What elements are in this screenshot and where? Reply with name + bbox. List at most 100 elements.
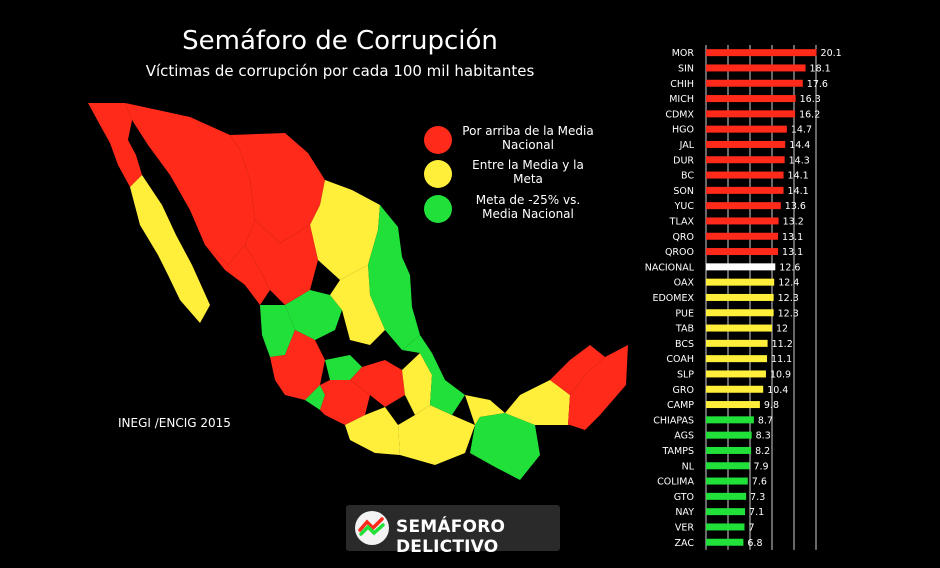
category-label: COLIMA [657,477,694,488]
map-state-gto [325,355,362,380]
category-label: QRO [672,232,694,243]
bar [706,431,752,439]
chart-title: Semáforo de Corrupción [182,26,498,56]
category-label: COAH [666,354,694,365]
category-label: EDOMEX [652,293,694,304]
legend-item-yellow: Entre la Media y la Meta [424,158,624,192]
category-label: OAX [674,278,695,289]
category-label: PUE [675,308,694,319]
value-label: 8.7 [758,415,773,426]
value-label: 14.1 [788,186,809,197]
map-state-ver [402,335,465,415]
legend-dot-green [424,195,452,223]
category-label: MOR [672,48,695,59]
category-label: HGO [672,125,694,136]
bar [706,538,744,546]
value-label: 8.2 [755,446,770,457]
map-state-chis [470,413,540,480]
category-label: SON [673,186,694,197]
category-label: BCS [675,339,694,350]
bar [706,446,752,454]
bar [706,125,787,133]
value-label: 7.6 [752,477,767,488]
category-label: ZAC [675,538,695,549]
bar [706,217,779,225]
bar [706,385,764,393]
bar [706,95,796,103]
bar [706,110,796,118]
map-state-chih [230,133,325,243]
legend-dot-red [424,126,452,154]
value-label: 13.6 [785,201,806,212]
value-label: 7.9 [753,461,768,472]
value-label: 7.1 [749,507,764,518]
category-label: TAMPS [661,446,694,457]
logo-icon [355,511,389,545]
value-label: 14.4 [789,140,810,151]
legend-dot-yellow [424,160,452,188]
bar [706,492,747,500]
map-state-nay [260,305,295,357]
category-label: CDMX [665,109,694,120]
semaforo-logo: SEMÁFORO DELICTIVO [346,505,560,557]
map-state-pue [402,353,432,415]
value-label: 14.3 [789,155,810,166]
value-label: 11.1 [771,354,792,365]
value-label: 9.8 [764,400,779,411]
value-label: 16.2 [799,109,820,120]
category-label: GRO [673,385,694,396]
value-label: 12.6 [779,262,800,273]
category-label: NACIONAL [645,262,695,273]
bar [706,49,817,57]
map-state-col [305,385,325,410]
value-label: 14.1 [788,171,809,182]
bar [706,523,745,531]
value-label: 10.9 [770,369,791,380]
category-label: SIN [678,63,694,74]
map-state-sin [205,245,270,305]
map-state-slp [330,265,385,345]
map-state-center [350,360,405,407]
bar [706,248,779,256]
bar [706,309,774,317]
bar [706,293,774,301]
chart-subtitle: Víctimas de corrupción por cada 100 mil … [145,62,535,80]
map-state-tamps [368,205,420,350]
map-state-zac [285,290,342,340]
bar [706,508,746,516]
legend-label-yellow: Entre la Media y la Meta [472,158,584,186]
category-label: CHIH [670,79,694,90]
value-label: 12.4 [778,278,799,289]
map-state-tab [465,395,505,425]
value-label: 10.4 [767,385,788,396]
map-state-coah [310,180,380,280]
bar [706,79,803,87]
bar [706,64,806,72]
category-label: BC [681,171,694,182]
value-label: 12 [776,324,788,335]
map-state-jal [270,330,325,400]
value-label: 11.2 [772,339,793,350]
category-label: YUC [674,201,695,212]
bar [706,156,785,164]
category-label: DUR [673,155,694,166]
category-label: CAMP [667,400,694,411]
category-label: VER [675,522,695,533]
value-label: 8.3 [756,431,771,442]
bar [706,416,754,424]
value-label: 16.3 [800,94,821,105]
value-label: 6.8 [747,538,762,549]
bar [706,355,768,363]
category-label: NL [682,461,695,472]
map-state-oax [398,405,475,465]
map-state-dur [245,220,318,305]
bar [706,232,779,240]
map-state-son [125,103,255,265]
bar [706,278,775,286]
value-label: 12.3 [778,308,799,319]
mexico-map [88,103,628,480]
category-label: GTO [674,492,694,503]
map-state-bc [88,103,142,187]
source-note: INEGI /ENCIG 2015 [118,416,231,430]
category-label: SLP [677,369,694,380]
